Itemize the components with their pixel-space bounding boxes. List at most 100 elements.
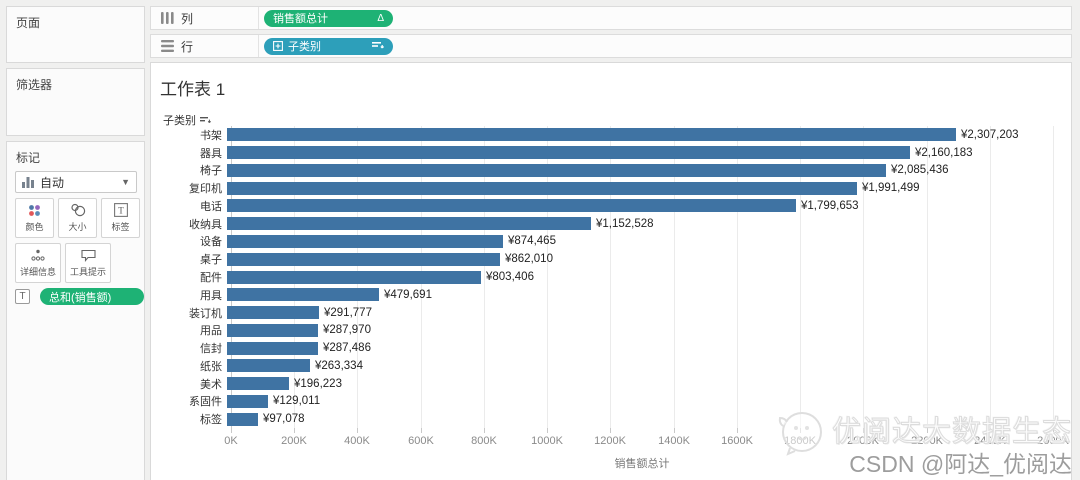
bar[interactable] [227,323,318,337]
bar[interactable] [227,163,886,177]
pages-shelf[interactable]: 页面 [6,6,145,63]
bar-row: 美术 ¥196,223 [155,375,1053,393]
size-button[interactable]: 大小 [58,198,97,238]
value-label: ¥862,010 [505,253,553,266]
axis-tick-label: 400K [344,435,370,447]
bar-row: 系固件 ¥129,011 [155,392,1053,410]
detail-button-label: 详细信息 [19,266,56,277]
value-label: ¥803,406 [486,271,534,283]
row-field-header[interactable]: 子类别 [163,112,211,128]
sales-total-pill[interactable]: 销售额总计 Δ [264,9,393,27]
tooltip-button-label: 工具提示 [69,266,106,277]
svg-text:T: T [118,206,124,216]
value-label: ¥97,078 [263,413,305,426]
row-field-header-label: 子类别 [163,115,196,127]
color-button[interactable]: 颜色 [15,198,54,238]
speech-bubble-icon [80,249,96,262]
bar-row: 用品 ¥287,970 [155,321,1053,339]
bar[interactable] [227,288,379,302]
category-label: 书架 [200,129,222,142]
delta-icon[interactable]: Δ [377,12,384,24]
axis-tick-label: 200K [281,435,307,447]
axis-tick-mark [927,428,928,433]
bar-row: 器具 ¥2,160,183 [155,144,1053,162]
axis-tick-label: 1600K [721,435,753,447]
bar-track: ¥129,011 [227,392,1049,410]
value-label: ¥874,465 [508,235,556,248]
category-label: 电话 [200,200,222,213]
bar-track: ¥1,991,499 [227,179,1049,197]
value-label: ¥479,691 [384,288,432,301]
detail-dots-icon [31,249,45,262]
bar[interactable] [227,306,319,320]
rows-icon [161,40,174,52]
sort-icon[interactable] [200,116,211,125]
x-axis-title: 销售额总计 [614,458,670,470]
bar-row: 书架 ¥2,307,203 [155,126,1053,144]
axis-tick-mark [421,428,422,433]
columns-shelf[interactable]: 列 销售额总计 Δ [150,6,1072,30]
color-button-label: 颜色 [25,221,44,232]
value-label: ¥263,334 [315,359,363,372]
tooltip-button[interactable]: 工具提示 [65,243,111,283]
bar[interactable] [227,341,318,355]
axis-tick-mark [800,428,801,433]
bar[interactable] [227,128,956,142]
sales-total-pill-label: 销售额总计 [273,13,328,25]
bar-track: ¥479,691 [227,286,1049,304]
gridline [737,126,738,428]
category-label: 用品 [200,325,222,338]
axis-tick-mark [737,428,738,433]
size-button-label: 大小 [68,222,87,232]
gridline [1053,126,1054,428]
bar[interactable] [227,217,591,231]
subcategory-pill[interactable]: 子类别 [264,37,393,55]
mark-type-value: 自动 [40,175,65,190]
mark-type-dropdown[interactable]: 自动 ▼ [15,171,137,193]
bar-rows: 书架 ¥2,307,203 器具 ¥2,160,183 椅子 ¥2,085,436 复印机 ¥… [155,126,1053,428]
bar-track: ¥2,307,203 [227,126,1049,144]
axis-tick-label: 2200K [911,435,943,447]
bar-row: 标签 ¥97,078 [155,410,1053,428]
bar-track: ¥1,799,653 [227,197,1049,215]
bar[interactable] [227,181,857,195]
sum-sales-pill[interactable]: 总和(销售额) [40,288,144,305]
rows-shelf[interactable]: 行 子类别 [150,34,1072,58]
columns-shelf-head: 列 [151,7,259,29]
bar[interactable] [227,412,258,426]
text-mark-icon: T [15,289,30,304]
bar[interactable] [227,252,500,266]
bar-track: ¥287,486 [227,339,1049,357]
bar[interactable] [227,146,910,160]
category-label: 美术 [200,378,222,391]
label-button[interactable]: T 标签 [101,198,140,238]
axis-tick-label: 800K [471,435,497,447]
columns-shelf-label: 列 [181,11,194,26]
plus-box-icon[interactable] [273,41,283,51]
bar-row: 收纳具 ¥1,152,528 [155,215,1053,233]
filters-shelf[interactable]: 筛选器 [6,68,145,136]
bar[interactable] [227,234,503,248]
sort-descending-icon[interactable] [372,41,384,51]
bar[interactable] [227,359,310,373]
value-label: ¥196,223 [294,377,342,390]
columns-icon [161,12,174,24]
bar[interactable] [227,377,289,391]
detail-button[interactable]: 详细信息 [15,243,61,283]
axis-tick-label: 1000K [531,435,563,447]
bar-track: ¥263,334 [227,357,1049,375]
value-label: ¥129,011 [273,395,321,408]
bar[interactable] [227,199,796,213]
marks-buttons-row-2: 详细信息 工具提示 [15,243,111,283]
axis-tick-mark [294,428,295,433]
bar[interactable] [227,270,481,284]
gridline [927,126,928,428]
gridline [863,126,864,428]
category-label: 器具 [200,147,222,160]
sum-sales-pill-label: 总和(销售额) [49,291,112,304]
size-circles-icon [70,203,86,217]
bar-track: ¥291,777 [227,304,1049,322]
bar-track: ¥2,160,183 [227,144,1049,162]
bar[interactable] [227,394,268,408]
bar-track: ¥287,970 [227,321,1049,339]
